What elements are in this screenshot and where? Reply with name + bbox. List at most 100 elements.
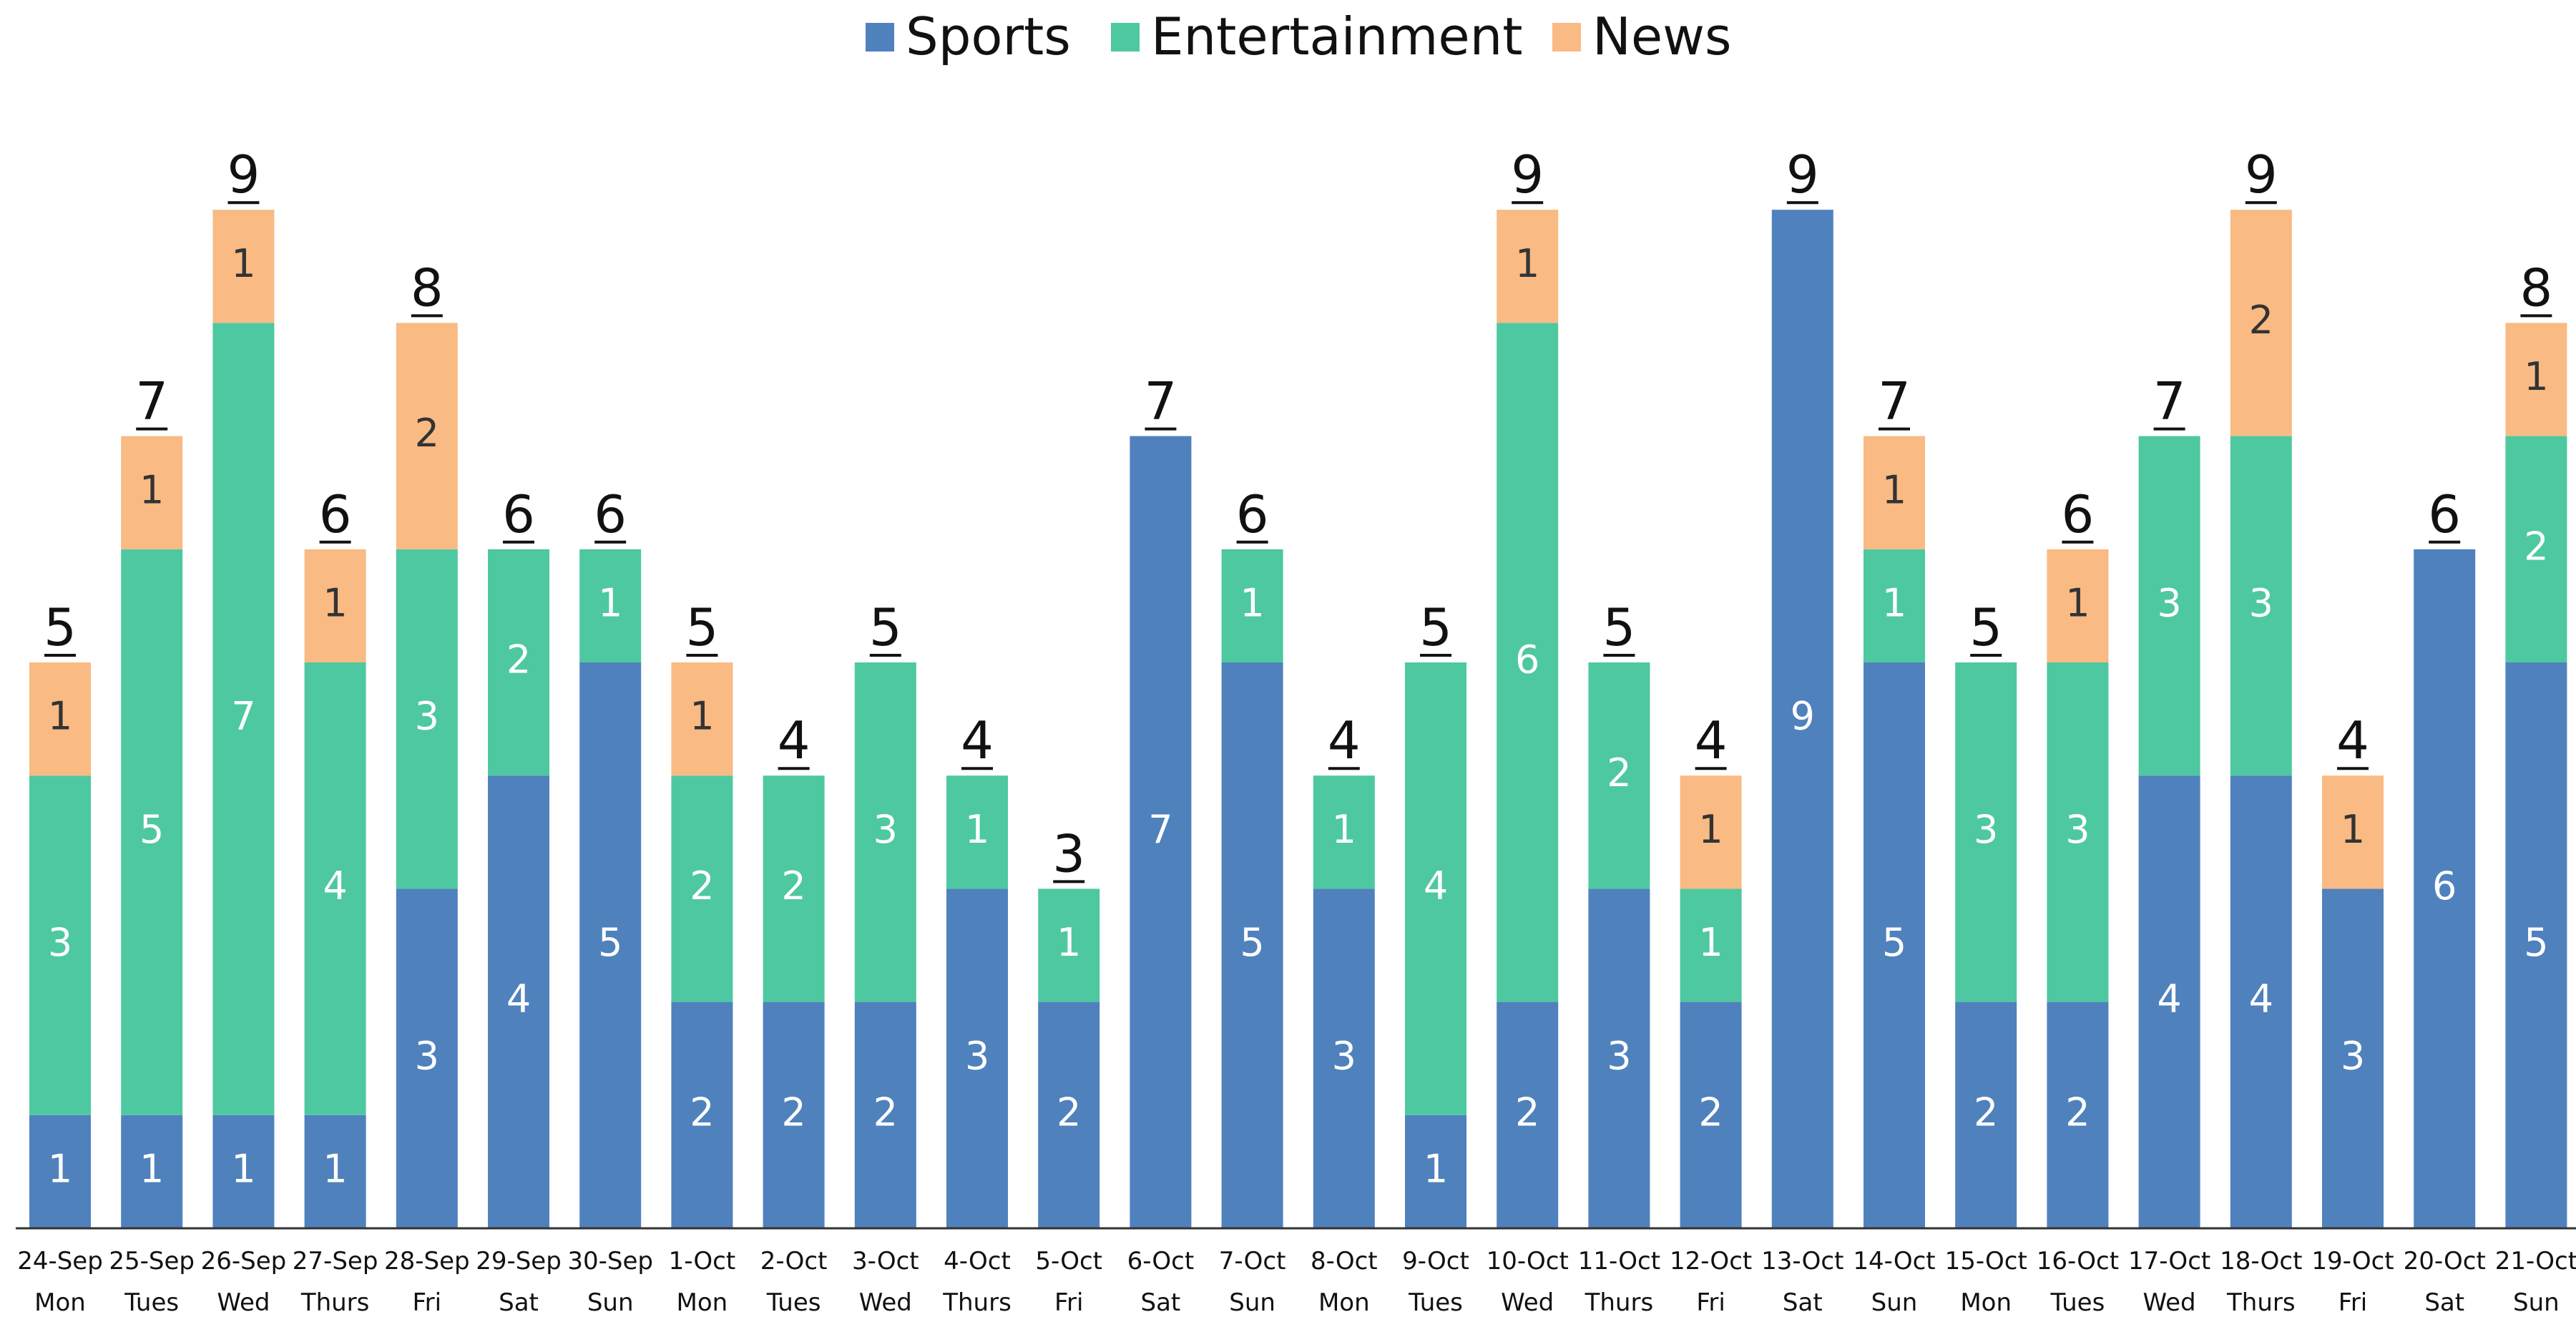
bar-entertainment-2-Oct — [763, 775, 825, 1002]
tick-label-day-12-Oct: Fri — [1696, 1288, 1725, 1317]
data-label-entertainment-3-Oct: 3 — [873, 807, 898, 852]
bar-sports-15-Oct — [1955, 1002, 2017, 1228]
total-label-2-Oct: 4 — [778, 710, 810, 770]
bar-entertainment-10-Oct — [1497, 323, 1559, 1002]
bar-news-14-Oct — [1864, 436, 1925, 549]
data-label-sports-17-Oct: 4 — [2157, 976, 2181, 1022]
data-label-entertainment-7-Oct: 1 — [1240, 581, 1264, 626]
bar-sports-11-Oct — [1588, 888, 1650, 1228]
tick-label-day-4-Oct: Thurs — [942, 1288, 1012, 1317]
total-label-14-Oct: 7 — [1878, 371, 1911, 431]
bar-entertainment-7-Oct — [1221, 549, 1283, 662]
tick-label-date-14-Oct: 14-Oct — [1853, 1247, 1935, 1276]
bar-news-28-Sep — [396, 323, 458, 549]
tick-label-day-25-Sep: Tues — [124, 1288, 179, 1317]
tick-label-date-30-Sep: 30-Sep — [567, 1247, 653, 1276]
tick-label-day-7-Oct: Sun — [1229, 1288, 1275, 1317]
tick-label-date-17-Oct: 17-Oct — [2128, 1247, 2210, 1276]
tick-label-day-18-Oct: Thurs — [2226, 1288, 2296, 1317]
tick-label-date-9-Oct: 9-Oct — [1402, 1247, 1469, 1276]
bar-entertainment-25-Sep — [121, 549, 183, 1115]
total-label-6-Oct: 7 — [1144, 371, 1177, 431]
tick-label-day-13-Oct: Sat — [1783, 1288, 1823, 1317]
data-label-entertainment-21-Oct: 2 — [2524, 524, 2548, 569]
tick-label-day-15-Oct: Mon — [1960, 1288, 2012, 1317]
bar-news-10-Oct — [1497, 210, 1559, 323]
legend-swatch-news — [1552, 23, 1581, 52]
bar-entertainment-8-Oct — [1313, 775, 1375, 889]
data-label-sports-24-Sep: 1 — [48, 1147, 72, 1192]
tick-label-day-14-Oct: Sun — [1871, 1288, 1918, 1317]
tick-label-day-26-Sep: Wed — [217, 1288, 270, 1317]
bar-sports-6-Oct — [1130, 436, 1192, 1228]
bar-entertainment-27-Sep — [304, 662, 366, 1115]
total-label-7-Oct: 6 — [1236, 484, 1269, 544]
data-label-entertainment-18-Oct: 3 — [2249, 581, 2273, 626]
tick-label-day-21-Oct: Sun — [2513, 1288, 2560, 1317]
bar-sports-4-Oct — [946, 888, 1008, 1228]
data-label-sports-2-Oct: 2 — [781, 1090, 805, 1135]
total-label-10-Oct: 9 — [1511, 145, 1544, 205]
data-label-sports-16-Oct: 2 — [2065, 1090, 2090, 1135]
data-label-news-27-Sep: 1 — [323, 581, 347, 626]
data-label-sports-6-Oct: 7 — [1148, 807, 1172, 852]
data-label-entertainment-11-Oct: 2 — [1607, 750, 1631, 795]
total-label-17-Oct: 7 — [2153, 371, 2186, 431]
data-label-sports-28-Sep: 3 — [415, 1033, 439, 1078]
tick-label-date-4-Oct: 4-Oct — [944, 1247, 1011, 1276]
tick-label-day-10-Oct: Wed — [1501, 1288, 1554, 1317]
tick-label-date-1-Oct: 1-Oct — [669, 1247, 736, 1276]
bar-sports-24-Sep — [29, 1115, 91, 1228]
tick-label-day-28-Sep: Fri — [413, 1288, 442, 1317]
tick-label-date-20-Oct: 20-Oct — [2404, 1247, 2486, 1276]
bar-news-16-Oct — [2047, 549, 2109, 662]
total-label-19-Oct: 4 — [2336, 710, 2369, 770]
bar-entertainment-1-Oct — [671, 775, 733, 1002]
legend-label-entertainment: Entertainment — [1151, 6, 1523, 67]
data-label-sports-25-Sep: 1 — [139, 1147, 164, 1192]
bar-sports-14-Oct — [1864, 662, 1925, 1228]
data-label-sports-19-Oct: 3 — [2341, 1033, 2365, 1078]
total-label-3-Oct: 5 — [869, 597, 902, 657]
data-label-sports-7-Oct: 5 — [1240, 920, 1264, 965]
tick-label-day-3-Oct: Wed — [859, 1288, 912, 1317]
tick-label-day-27-Sep: Thurs — [300, 1288, 370, 1317]
tick-label-date-27-Sep: 27-Sep — [293, 1247, 378, 1276]
legend-label-news: News — [1592, 6, 1732, 67]
data-label-news-26-Sep: 1 — [231, 241, 255, 286]
bar-sports-27-Sep — [304, 1115, 366, 1228]
total-label-13-Oct: 9 — [1786, 145, 1819, 205]
total-label-5-Oct: 3 — [1052, 823, 1085, 883]
total-label-30-Sep: 6 — [594, 484, 627, 544]
data-label-news-25-Sep: 1 — [139, 467, 164, 512]
tick-label-date-19-Oct: 19-Oct — [2311, 1247, 2394, 1276]
data-label-entertainment-30-Sep: 1 — [598, 581, 622, 626]
bar-entertainment-14-Oct — [1864, 549, 1925, 662]
tick-label-day-2-Oct: Tues — [766, 1288, 821, 1317]
bar-entertainment-26-Sep — [212, 323, 275, 1115]
tick-label-day-24-Sep: Mon — [34, 1288, 86, 1317]
bar-sports-16-Oct — [2047, 1002, 2109, 1228]
bar-sports-3-Oct — [854, 1002, 916, 1228]
data-label-entertainment-15-Oct: 3 — [1974, 807, 1998, 852]
tick-label-date-12-Oct: 12-Oct — [1670, 1247, 1752, 1276]
total-label-18-Oct: 9 — [2245, 145, 2278, 205]
data-label-sports-27-Sep: 1 — [323, 1147, 347, 1192]
bar-entertainment-16-Oct — [2047, 662, 2109, 1002]
legend-label-sports: Sports — [906, 6, 1071, 67]
tick-label-date-21-Oct: 21-Oct — [2495, 1247, 2576, 1276]
tick-label-date-8-Oct: 8-Oct — [1311, 1247, 1378, 1276]
data-label-entertainment-14-Oct: 1 — [1882, 581, 1906, 626]
data-label-sports-26-Sep: 1 — [231, 1147, 255, 1192]
total-label-20-Oct: 6 — [2428, 484, 2461, 544]
total-label-27-Sep: 6 — [319, 484, 352, 544]
data-label-entertainment-29-Sep: 2 — [506, 637, 531, 682]
tick-label-date-15-Oct: 15-Oct — [1945, 1247, 2027, 1276]
data-label-entertainment-24-Sep: 3 — [48, 920, 72, 965]
total-label-28-Sep: 8 — [411, 258, 444, 318]
data-label-entertainment-9-Oct: 4 — [1424, 863, 1448, 909]
bar-entertainment-12-Oct — [1680, 888, 1742, 1002]
data-label-sports-4-Oct: 3 — [965, 1033, 989, 1078]
bar-entertainment-17-Oct — [2138, 436, 2200, 776]
